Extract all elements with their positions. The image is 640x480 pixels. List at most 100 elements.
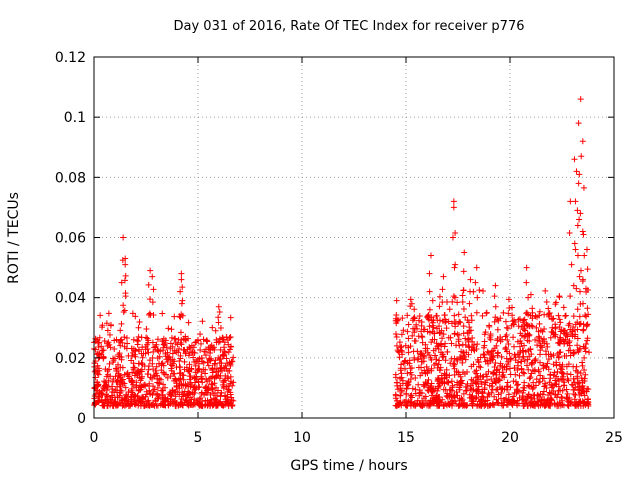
data-point — [171, 313, 178, 320]
data-point — [438, 327, 445, 334]
data-point — [536, 308, 543, 315]
data-point — [558, 394, 565, 401]
data-point — [106, 331, 113, 338]
data-point — [192, 386, 199, 393]
data-point — [553, 359, 560, 366]
data-point — [143, 326, 150, 333]
data-point — [168, 367, 175, 374]
data-point — [523, 279, 530, 286]
data-point — [562, 330, 569, 337]
data-point — [557, 328, 564, 335]
data-point — [506, 350, 513, 357]
data-point — [149, 299, 156, 306]
data-point — [546, 310, 553, 317]
data-point — [490, 354, 497, 361]
data-point — [576, 171, 583, 178]
data-point — [165, 353, 172, 360]
data-point — [547, 395, 554, 402]
data-point — [528, 361, 535, 368]
data-point — [459, 359, 466, 366]
data-point — [555, 387, 562, 394]
data-point — [411, 314, 418, 321]
data-point — [418, 369, 425, 376]
data-point — [177, 399, 184, 406]
data-point — [98, 343, 105, 350]
x-tick-label: 15 — [397, 430, 415, 446]
data-point — [224, 388, 231, 395]
data-point — [560, 304, 567, 311]
data-point — [165, 325, 172, 332]
data-point — [425, 376, 432, 383]
data-point — [134, 337, 141, 344]
data-point — [111, 346, 118, 353]
data-point — [224, 393, 231, 400]
data-point — [104, 368, 111, 375]
data-point — [394, 382, 401, 389]
data-point — [420, 358, 427, 365]
data-point — [177, 288, 184, 295]
data-point — [500, 309, 507, 316]
data-point — [160, 381, 167, 388]
data-point — [469, 380, 476, 387]
data-point — [462, 401, 469, 408]
data-point — [424, 313, 431, 320]
data-point — [565, 402, 572, 409]
data-point — [459, 292, 466, 299]
data-point — [572, 367, 579, 374]
data-point — [521, 325, 528, 332]
data-point — [475, 359, 482, 366]
data-point — [207, 402, 214, 409]
data-point — [189, 389, 196, 396]
data-point — [413, 321, 420, 328]
data-point — [570, 375, 577, 382]
data-point — [541, 326, 548, 333]
data-point — [168, 334, 175, 341]
data-point — [107, 322, 114, 329]
data-point — [574, 375, 581, 382]
data-point — [499, 385, 506, 392]
data-point — [460, 287, 467, 294]
data-point — [185, 402, 192, 409]
data-point — [397, 392, 404, 399]
data-point — [510, 397, 517, 404]
data-point — [494, 350, 501, 357]
data-point — [460, 390, 467, 397]
data-point — [482, 358, 489, 365]
data-point — [463, 387, 470, 394]
data-point — [172, 335, 179, 342]
data-point — [464, 329, 471, 336]
data-point — [577, 210, 584, 217]
data-point — [430, 317, 437, 324]
data-point — [187, 373, 194, 380]
data-point — [221, 349, 228, 356]
data-point — [468, 312, 475, 319]
data-point — [491, 364, 498, 371]
data-point — [110, 355, 117, 362]
data-point — [219, 334, 226, 341]
data-point — [586, 349, 593, 356]
data-point — [146, 387, 153, 394]
data-point — [544, 360, 551, 367]
data-point — [415, 381, 422, 388]
data-point — [524, 356, 531, 363]
data-point — [524, 393, 531, 400]
data-point — [548, 384, 555, 391]
data-point — [215, 354, 222, 361]
data-point — [128, 352, 135, 359]
data-point — [111, 399, 118, 406]
data-point — [569, 332, 576, 339]
data-point — [439, 379, 446, 386]
data-point — [525, 294, 532, 301]
data-point — [120, 234, 127, 241]
data-point — [493, 396, 500, 403]
data-point — [215, 319, 222, 326]
data-point — [401, 358, 408, 365]
data-point — [545, 305, 552, 312]
data-point — [459, 396, 466, 403]
data-point — [144, 341, 151, 348]
data-point — [573, 363, 580, 370]
data-point — [197, 331, 204, 338]
data-point — [392, 402, 399, 409]
data-point — [477, 402, 484, 409]
data-point — [149, 339, 156, 346]
